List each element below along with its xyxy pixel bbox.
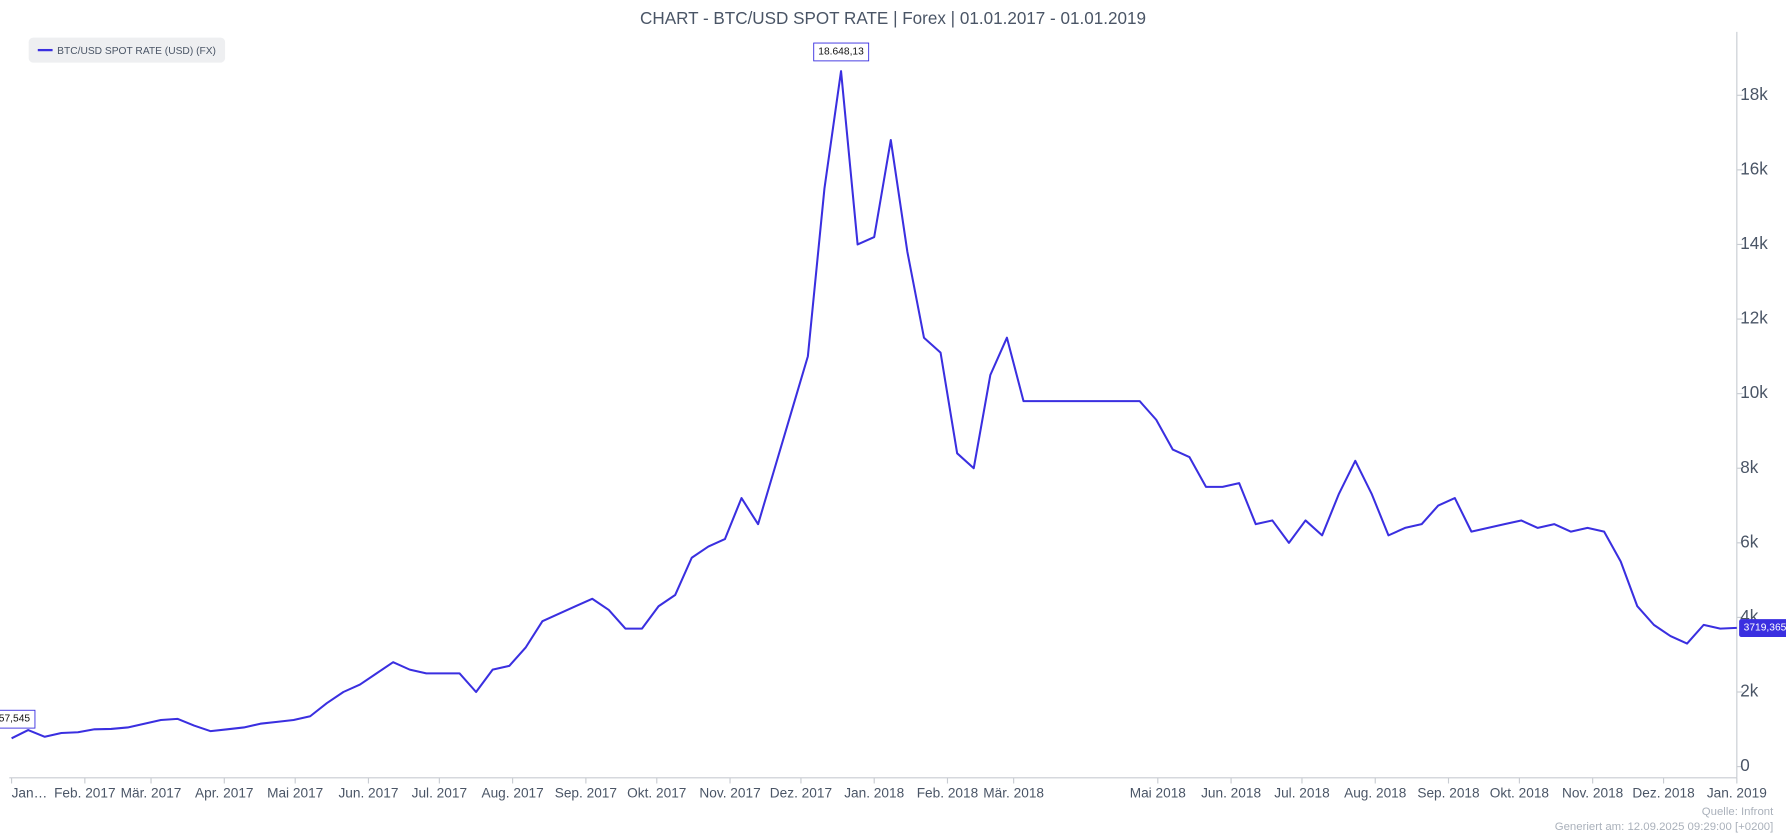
x-tick-label: Mär. 2017 <box>121 785 182 800</box>
x-tick-label: Mai 2018 <box>1130 785 1186 800</box>
value-label: 3719,365 <box>1744 623 1786 634</box>
legend-box <box>28 37 226 63</box>
x-tick-label: Jun. 2017 <box>338 785 398 800</box>
data-line <box>11 70 1737 740</box>
value-label: 757,545 <box>0 714 30 725</box>
x-tick-label: Nov. 2017 <box>699 785 760 800</box>
x-tick-label: Feb. 2018 <box>917 785 979 800</box>
x-tick-label: Jul. 2018 <box>1274 785 1329 800</box>
x-tick-label: Mai 2017 <box>267 785 323 800</box>
y-tick-label: 0 <box>1740 756 1750 775</box>
value-tag <box>1739 619 1786 638</box>
y-tick-label: 6k <box>1740 532 1758 551</box>
x-tick-label: Feb. 2017 <box>54 785 116 800</box>
chart-title: CHART - BTC/USD SPOT RATE | Forex | 01.0… <box>640 9 1146 28</box>
x-tick-label: Jun. 2018 <box>1201 785 1261 800</box>
value-label-box <box>0 709 36 729</box>
y-tick-label: 14k <box>1740 234 1768 253</box>
x-tick-label: Okt. 2017 <box>627 785 686 800</box>
x-tick-label: Nov. 2018 <box>1562 785 1623 800</box>
x-tick-label: Apr. 2017 <box>195 785 253 800</box>
source-note: Quelle: Infront <box>1702 806 1774 818</box>
x-tick-label: Jan… <box>12 785 48 800</box>
value-label-box <box>813 42 870 62</box>
x-tick-label: Dez. 2017 <box>770 785 832 800</box>
y-tick-label: 2k <box>1740 682 1758 701</box>
x-tick-label: Dez. 2018 <box>1632 785 1694 800</box>
y-tick-label: 8k <box>1740 458 1758 477</box>
generated-note: Generiert am: 12.09.2025 09:29:00 [+0200… <box>1555 821 1774 833</box>
y-tick-label: 16k <box>1740 159 1768 178</box>
x-tick-label: Okt. 2018 <box>1490 785 1549 800</box>
x-tick-label: Mär. 2018 <box>983 785 1044 800</box>
x-tick-label: Jan. 2018 <box>844 785 904 800</box>
x-tick-label: Aug. 2017 <box>481 785 543 800</box>
value-label: 18.648,13 <box>818 46 864 57</box>
x-tick-label: Jul. 2017 <box>412 785 467 800</box>
x-tick-label: Aug. 2018 <box>1344 785 1406 800</box>
legend-label: BTC/USD SPOT RATE (USD) (FX) <box>57 46 216 57</box>
y-tick-label: 10k <box>1740 383 1768 402</box>
x-tick-label: Sep. 2018 <box>1417 785 1479 800</box>
y-tick-label: 18k <box>1740 85 1768 104</box>
y-tick-label: 12k <box>1740 309 1768 328</box>
x-tick-label: Sep. 2017 <box>555 785 617 800</box>
x-tick-label: Jan. 2019 <box>1707 785 1767 800</box>
